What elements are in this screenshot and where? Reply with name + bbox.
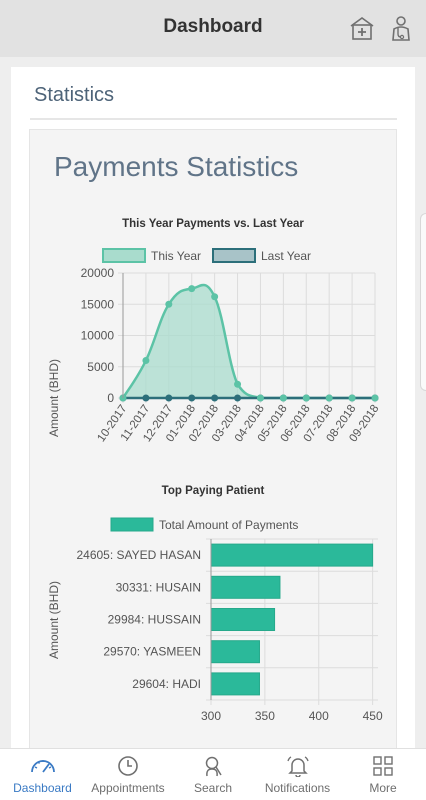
nav-notifications[interactable]: Notifications: [255, 755, 340, 800]
grid-icon: [373, 756, 393, 776]
bar-chart: 300 350 400 450 24605: SAYED HASAN 30331: HUS…: [76, 538, 383, 723]
nav-more[interactable]: More: [340, 755, 426, 800]
bar: [210, 575, 281, 599]
y-tick-label: 20000: [81, 266, 115, 280]
y-tick-label: 30331: HUSAIN: [116, 580, 201, 594]
legend-swatch-this-year: [102, 248, 146, 263]
bell-icon: [286, 756, 309, 777]
x-tick-label: 350: [255, 709, 275, 723]
doctor-icon[interactable]: [386, 14, 414, 42]
nav-label-search: Search: [193, 781, 233, 795]
data-point: [371, 394, 379, 402]
data-point: [188, 285, 196, 293]
x-tick-label: 400: [309, 709, 329, 723]
legend-label-this-year: This Year: [151, 249, 201, 263]
bar-y-axis-label: Amount (BHD): [47, 581, 61, 659]
line-chart: 0500010000150002000010-201711-201712-201…: [81, 266, 382, 444]
data-point: [279, 394, 287, 402]
nav-label-notifications: Notifications: [264, 781, 331, 795]
data-point: [211, 394, 219, 402]
bar: [210, 640, 260, 664]
data-point: [234, 394, 242, 402]
bar: [210, 608, 276, 631]
data-point: [234, 380, 242, 388]
legend-swatch-last-year: [212, 248, 256, 263]
y-tick-label: 15000: [81, 297, 115, 311]
bar: [210, 543, 374, 567]
bar-chart-title: Top Paying Patient: [162, 485, 265, 497]
legend-label-last-year: Last Year: [261, 249, 311, 263]
clock-icon: [118, 756, 138, 776]
scroll-handle[interactable]: [420, 213, 426, 391]
top-bar: Dashboard: [0, 0, 426, 57]
x-tick-label: 300: [201, 709, 221, 723]
nav-label-dashboard: Dashboard: [13, 781, 72, 795]
data-point: [256, 394, 264, 402]
payments-panel: Payments Statistics This Year Payments v…: [29, 129, 397, 769]
page-title: Dashboard: [163, 16, 263, 37]
nav-dashboard[interactable]: Dashboard: [0, 755, 85, 800]
data-point: [302, 394, 310, 402]
data-point: [211, 293, 219, 301]
data-point: [325, 394, 333, 402]
legend-swatch-total: [110, 517, 154, 532]
nav-search[interactable]: Search: [171, 755, 255, 800]
search-icon: [205, 756, 222, 777]
line-chart-title: This Year Payments vs. Last Year: [122, 218, 304, 230]
y-tick-label: 29570: YASMEEN: [103, 645, 201, 659]
statistics-card: Statistics Payments Statistics This Year…: [11, 67, 415, 769]
payments-statistics-title: Payments Statistics: [54, 151, 299, 182]
data-point: [142, 357, 150, 364]
hospital-icon[interactable]: [348, 14, 376, 42]
y-tick-label: 10000: [81, 329, 115, 343]
divider: [30, 118, 397, 120]
y-tick-label: 29984: HUSSAIN: [108, 613, 201, 627]
nav-label-more: More: [369, 781, 397, 795]
nav-label-appointments: Appointments: [91, 781, 165, 795]
y-tick-label: 29604: HADI: [132, 677, 201, 691]
data-point: [348, 394, 356, 402]
line-y-axis-label: Amount (BHD): [47, 359, 61, 437]
series-area: [123, 284, 375, 398]
statistics-title: Statistics: [34, 84, 115, 106]
y-tick-label: 24605: SAYED HASAN: [76, 548, 201, 562]
speedometer-icon: [30, 760, 55, 773]
y-tick-label: 5000: [87, 360, 114, 374]
y-tick-label: 0: [107, 391, 114, 405]
legend-label-total: Total Amount of Payments: [159, 518, 298, 532]
nav-appointments[interactable]: Appointments: [85, 755, 171, 800]
data-point: [188, 394, 196, 402]
bottom-nav: Dashboard Appointments Search Notifica: [0, 748, 426, 800]
payments-charts: This Year Payments vs. Last Year This Ye…: [47, 218, 383, 723]
data-point: [165, 394, 173, 402]
x-tick-label: 450: [363, 709, 383, 723]
data-point: [142, 394, 150, 402]
bar: [210, 672, 260, 696]
data-point: [165, 300, 173, 308]
